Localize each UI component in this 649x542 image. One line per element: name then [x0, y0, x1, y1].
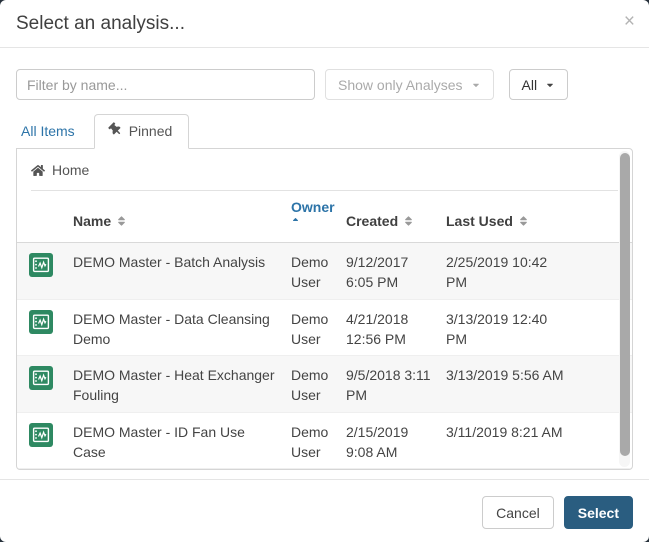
column-header-created-label: Created — [346, 213, 399, 229]
analysis-last-used: 3/11/2019 8:21 AM — [446, 423, 563, 440]
table-row[interactable]: DEMO Master - Batch Analysis Demo User 9… — [17, 243, 632, 300]
cancel-button[interactable]: Cancel — [482, 496, 554, 529]
analysis-owner: Demo User — [291, 310, 329, 347]
caret-down-icon — [471, 80, 481, 90]
analysis-created: 2/15/2019 9:08 AM — [346, 423, 409, 461]
column-header-last-used-label: Last Used — [446, 213, 513, 229]
table-row[interactable]: DEMO Master - Data Cleansing Demo Demo U… — [17, 300, 632, 357]
column-header-owner-label: Owner — [291, 199, 335, 215]
analysis-last-used: 3/13/2019 12:40 PM — [446, 310, 548, 347]
scrollbar-thumb[interactable] — [620, 153, 630, 456]
analysis-created: 9/5/2018 3:11 PM — [346, 367, 431, 404]
analysis-icon — [29, 309, 53, 334]
tab-pinned[interactable]: Pinned — [93, 114, 190, 149]
analysis-table: Home Name Owner Created — [16, 148, 633, 470]
analysis-owner: Demo User — [291, 254, 329, 291]
table-row[interactable]: DEMO Master - Heat Exchanger Fouling Dem… — [17, 356, 632, 413]
sort-ascending-icon — [291, 217, 300, 226]
analysis-owner: Demo User — [291, 367, 329, 404]
dialog-body: Show only Analyses All All Items Pinned — [0, 48, 649, 479]
show-only-analyses-dropdown: Show only Analyses — [325, 69, 494, 100]
dialog-title: Select an analysis... — [16, 13, 185, 34]
analysis-owner: Demo User — [291, 423, 329, 461]
select-button[interactable]: Select — [563, 496, 633, 529]
tab-all-items[interactable]: All Items — [21, 123, 75, 139]
analysis-last-used: 2/25/2019 10:42 PM — [446, 254, 548, 291]
column-header-name[interactable]: Name — [73, 199, 291, 229]
show-only-analyses-label: Show only Analyses — [338, 76, 463, 93]
analysis-icon — [29, 253, 53, 277]
sort-icon — [404, 215, 413, 227]
table-row[interactable]: DEMO Master - Process Monitor Demo User … — [17, 469, 632, 470]
tab-bar: All Items Pinned — [16, 114, 633, 149]
dialog-footer: Cancel Select — [0, 479, 649, 542]
analysis-icon — [29, 422, 53, 447]
breadcrumb-home-label: Home — [52, 162, 90, 178]
analysis-icon — [29, 366, 53, 391]
scope-dropdown[interactable]: All — [508, 69, 569, 100]
column-header-name-label: Name — [73, 213, 112, 229]
analysis-last-used: 3/13/2019 5:56 AM — [446, 367, 564, 384]
sort-icon — [117, 215, 126, 227]
column-header-last-used[interactable]: Last Used — [446, 199, 576, 229]
tab-pinned-label: Pinned — [128, 123, 173, 139]
column-header-owner[interactable]: Owner — [291, 199, 346, 226]
analysis-name: DEMO Master - ID Fan Use Case — [73, 423, 245, 461]
sort-icon — [519, 215, 528, 227]
analysis-name: DEMO Master - Data Cleansing Demo — [73, 310, 270, 347]
table-header-row: Name Owner Created — [17, 191, 632, 243]
divider — [31, 190, 618, 191]
thumbtack-icon — [107, 122, 122, 139]
breadcrumb-home[interactable]: Home — [17, 149, 632, 190]
scope-dropdown-label: All — [521, 76, 538, 93]
scrollbar-track[interactable] — [619, 151, 630, 467]
filter-controls: Show only Analyses All — [16, 69, 633, 100]
dialog-header: Select an analysis... × — [0, 0, 649, 48]
filter-by-name-input[interactable] — [16, 69, 315, 100]
caret-down-icon — [545, 80, 555, 90]
close-icon[interactable]: × — [623, 11, 635, 32]
analysis-created: 9/12/2017 6:05 PM — [346, 254, 409, 291]
table-row[interactable]: DEMO Master - ID Fan Use Case Demo User … — [17, 413, 632, 469]
analysis-name: DEMO Master - Batch Analysis — [73, 254, 266, 270]
home-icon — [31, 164, 45, 177]
column-header-created[interactable]: Created — [346, 199, 446, 229]
analysis-name: DEMO Master - Heat Exchanger Fouling — [73, 367, 275, 404]
analysis-created: 4/21/2018 12:56 PM — [346, 310, 409, 347]
